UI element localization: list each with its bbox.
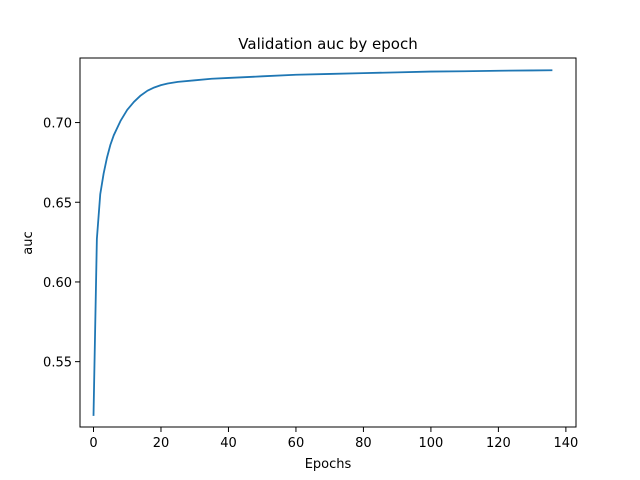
- x-axis-ticks: 0 20 40 60 80 100 120 140: [89, 427, 578, 451]
- x-tick-label: 0: [89, 436, 97, 451]
- plot-area: [80, 58, 576, 427]
- series-layer: [92, 69, 553, 416]
- x-tick-label: 140: [553, 436, 578, 451]
- x-axis-label: Epochs: [305, 457, 352, 472]
- chart-title: Validation auc by epoch: [238, 35, 417, 53]
- x-tick-label: 120: [486, 436, 511, 451]
- x-tick-label: 60: [288, 436, 305, 451]
- y-axis-label: auc: [21, 231, 36, 254]
- plot-frame: [79, 57, 577, 428]
- x-tick-label: 100: [418, 436, 443, 451]
- x-tick-label: 20: [153, 436, 170, 451]
- x-tick-label: 80: [355, 436, 372, 451]
- y-tick-label: 0.65: [43, 196, 72, 211]
- x-tick-label: 40: [220, 436, 237, 451]
- series-line: [92, 69, 553, 416]
- y-tick-label: 0.55: [43, 356, 72, 371]
- y-tick-label: 0.60: [43, 276, 72, 291]
- y-axis-ticks: 0.55 0.60 0.65 0.70: [43, 117, 80, 371]
- y-tick-label: 0.70: [43, 117, 72, 132]
